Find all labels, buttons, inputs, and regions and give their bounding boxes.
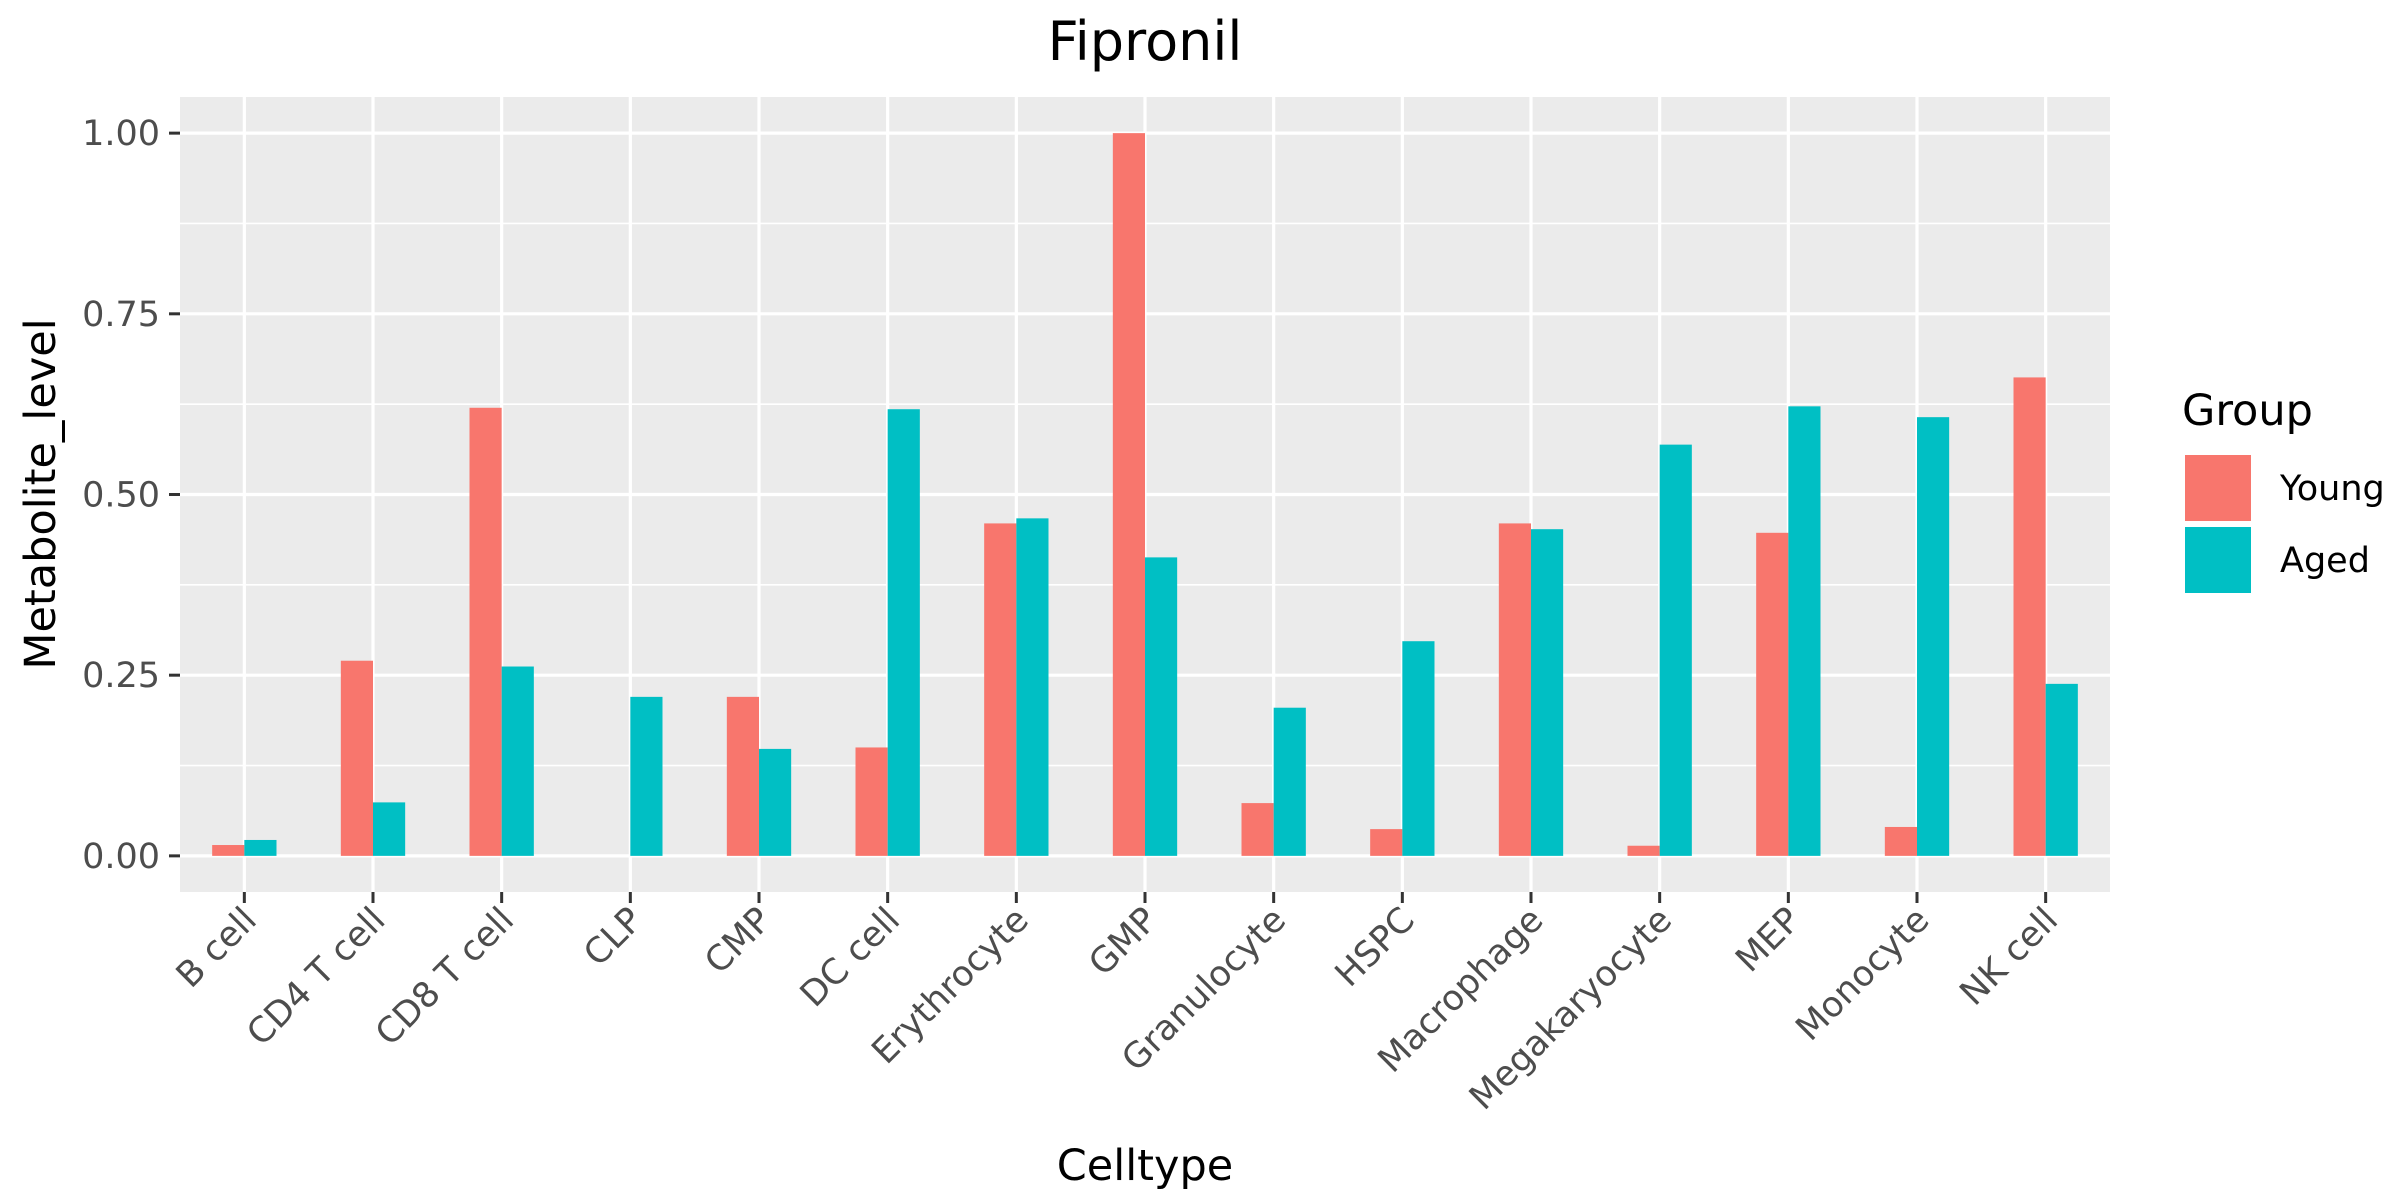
bar-aged bbox=[1402, 641, 1435, 856]
bars bbox=[212, 133, 2078, 856]
legend: Group Young Aged bbox=[2182, 386, 2385, 593]
bar-aged bbox=[244, 839, 277, 856]
y-axis-title: Metabolite_level bbox=[16, 318, 66, 669]
bar-young bbox=[1756, 532, 1789, 856]
x-tick-label: CD4 T cell bbox=[240, 900, 394, 1054]
legend-key-young bbox=[2185, 455, 2251, 521]
bar-young bbox=[855, 747, 888, 856]
x-tick-label: MEP bbox=[1728, 900, 1808, 980]
x-tick-label: NK cell bbox=[1953, 900, 2066, 1013]
x-axis-title: Celltype bbox=[1057, 1141, 1233, 1191]
bar-aged bbox=[887, 409, 920, 856]
bar-aged bbox=[1917, 417, 1950, 856]
bar-aged bbox=[501, 666, 534, 856]
y-tick-label: 0.00 bbox=[82, 837, 160, 877]
bar-young bbox=[726, 696, 759, 856]
x-tick-label: DC cell bbox=[793, 900, 908, 1015]
bar-young bbox=[1884, 826, 1917, 856]
x-tick-label: CD8 T cell bbox=[368, 900, 522, 1054]
x-tick-label: CMP bbox=[698, 900, 780, 982]
bar-aged bbox=[630, 696, 663, 856]
bar-aged bbox=[759, 748, 792, 856]
x-tick-label: Monocyte bbox=[1789, 900, 1938, 1049]
y-axis: 0.00 0.25 0.50 0.75 1.00 bbox=[82, 114, 180, 877]
bar-young bbox=[1627, 845, 1660, 856]
y-tick-label: 0.75 bbox=[82, 295, 160, 335]
bar-young bbox=[469, 407, 502, 856]
legend-label-young: Young bbox=[2279, 469, 2385, 509]
bar-aged bbox=[2045, 683, 2078, 856]
bar-aged bbox=[1788, 406, 1821, 856]
y-tick-label: 0.25 bbox=[82, 656, 160, 696]
x-tick-label: GMP bbox=[1082, 900, 1166, 984]
bar-young bbox=[1241, 803, 1274, 856]
bar-young bbox=[212, 845, 245, 856]
bar-young bbox=[984, 523, 1017, 856]
bar-young bbox=[1498, 523, 1531, 856]
bar-aged bbox=[1273, 707, 1306, 856]
bar-young bbox=[340, 660, 373, 856]
bar-young bbox=[1370, 829, 1403, 856]
bar-young bbox=[1112, 133, 1145, 856]
y-tick-label: 1.00 bbox=[82, 114, 160, 154]
bar-aged bbox=[1531, 529, 1564, 856]
y-tick-label: 0.50 bbox=[82, 476, 160, 516]
chart-title: Fipronil bbox=[1048, 10, 1243, 73]
bar-aged bbox=[1659, 444, 1692, 856]
legend-key-aged bbox=[2185, 527, 2251, 593]
bar-aged bbox=[373, 802, 406, 856]
bar-young bbox=[2013, 377, 2046, 856]
legend-title: Group bbox=[2182, 386, 2313, 436]
x-tick-label: B cell bbox=[169, 900, 265, 996]
legend-label-aged: Aged bbox=[2280, 541, 2370, 581]
bar-aged bbox=[1145, 557, 1178, 856]
bar-aged bbox=[1016, 518, 1049, 856]
x-tick-label: HSPC bbox=[1328, 900, 1423, 995]
x-tick-label: CLP bbox=[576, 900, 650, 974]
